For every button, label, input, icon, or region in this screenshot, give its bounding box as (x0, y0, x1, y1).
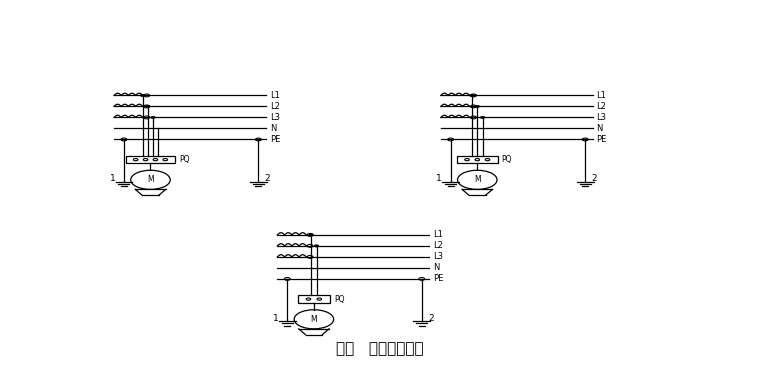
Text: PQ: PQ (334, 295, 344, 304)
Text: 1: 1 (436, 174, 442, 183)
Text: PE: PE (270, 135, 280, 144)
Text: L2: L2 (597, 102, 606, 111)
Circle shape (480, 116, 485, 119)
Text: L2: L2 (270, 102, 280, 111)
Text: 图二   漏电接线示意: 图二 漏电接线示意 (336, 341, 424, 356)
Text: 2: 2 (264, 174, 271, 183)
Text: M: M (311, 315, 317, 324)
Circle shape (315, 245, 318, 247)
Text: L1: L1 (270, 91, 280, 100)
Bar (457, 156, 498, 163)
Text: 1: 1 (109, 174, 116, 183)
Text: 2: 2 (428, 314, 434, 323)
Text: L1: L1 (433, 230, 443, 239)
Bar (297, 295, 330, 303)
Text: PE: PE (433, 275, 444, 283)
Circle shape (470, 94, 474, 97)
Text: 2: 2 (591, 174, 597, 183)
Text: PE: PE (597, 135, 607, 144)
Text: N: N (597, 124, 603, 133)
Text: L1: L1 (597, 91, 606, 100)
Text: M: M (474, 175, 480, 184)
Text: N: N (433, 264, 439, 272)
Text: PQ: PQ (502, 155, 512, 164)
Circle shape (150, 116, 156, 119)
Text: M: M (147, 175, 154, 184)
Circle shape (146, 105, 150, 108)
Text: L3: L3 (597, 113, 606, 122)
Text: L3: L3 (433, 252, 443, 261)
Text: 1: 1 (273, 314, 279, 323)
Text: L3: L3 (270, 113, 280, 122)
Text: N: N (270, 124, 276, 133)
Circle shape (309, 234, 313, 236)
Text: L2: L2 (433, 241, 443, 250)
Bar (126, 156, 176, 163)
Text: PQ: PQ (179, 155, 189, 164)
Circle shape (141, 94, 145, 97)
Circle shape (475, 105, 480, 108)
